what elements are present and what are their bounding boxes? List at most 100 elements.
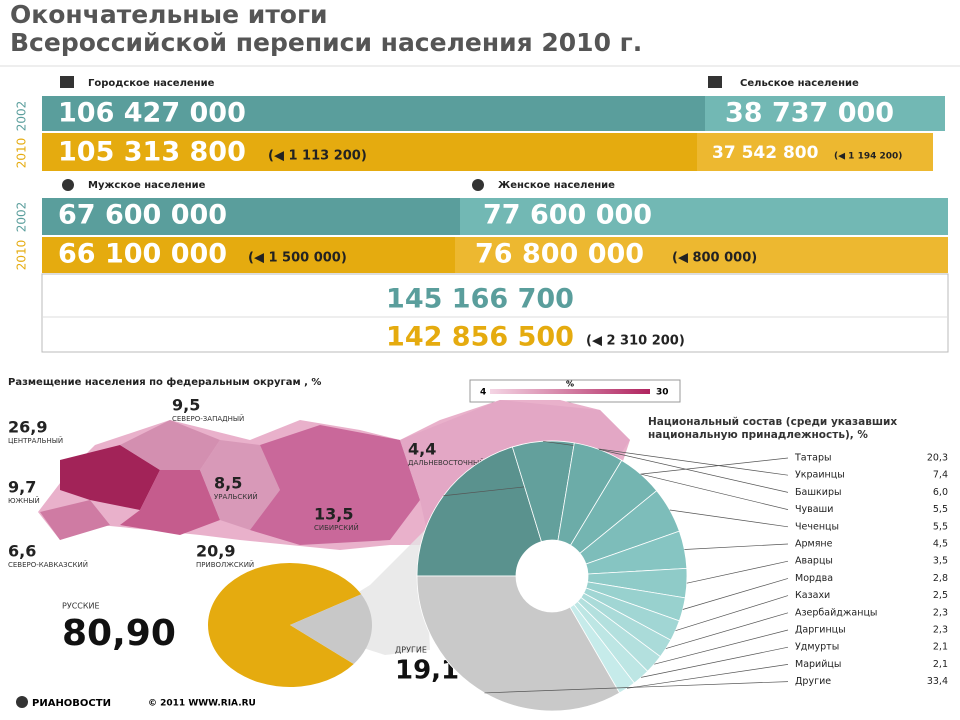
district [200,440,280,530]
label: Городское население [88,78,215,89]
donut-value-label: 2,1 [933,659,948,670]
title-line: Всероссийской переписи населения 2010 г. [10,28,642,57]
value: 67 600 000 [58,200,227,231]
donut-value-label: 2,3 [933,607,948,618]
value: 66 100 000 [58,239,227,270]
icon [472,179,484,191]
district-name: ПРИВОЛЖСКИЙ [196,560,254,569]
value: 37 542 800 [712,143,819,163]
year: 2002 [15,101,29,132]
donut-value-label: 2,8 [933,573,948,584]
map-title: Размещение населения по федеральным окру… [8,376,321,388]
leader-line [669,509,789,528]
district-value: 8,5 [214,474,242,493]
district [120,470,220,535]
district-value: 26,9 [8,418,47,437]
total-box [41,273,949,353]
logo: РИАНОВОСТИ [32,698,111,709]
value: 38 737 000 [725,98,894,129]
donut-value-label: 33,4 [927,676,948,687]
donut-category: Удмурты [795,642,839,653]
donut-value-label: 20,3 [927,453,948,464]
leader-line [654,629,789,665]
district-name: ЦЕНТРАЛЬНЫЙ [8,436,63,445]
value: 145 166 700 [386,284,574,315]
donut-category: Другие [795,676,831,687]
donut-category: Татары [794,453,832,464]
donut-category: Даргинцы [795,625,846,636]
district-value: 9,7 [8,478,36,497]
donut-category: Казахи [795,590,830,601]
bar [42,237,455,273]
district [60,445,160,510]
copyright: © 2011 WWW.RIA.RU [148,699,256,709]
donut-value-label: 5,5 [933,504,948,515]
donut-category: Чеченцы [795,521,839,532]
donut-category: Башкиры [795,487,841,498]
icon [62,179,74,191]
district [40,500,110,540]
icon [60,76,74,88]
district-name: СЕВЕРО-ЗАПАДНЫЙ [172,414,244,423]
district-name: ЮЖНЫЙ [8,496,40,505]
legend-label: % [566,380,574,389]
icon [708,76,722,88]
district-value: 6,6 [8,542,36,561]
donut-value-label: 5,5 [933,521,948,532]
bar [697,133,933,171]
leader-line [684,543,789,550]
title-line: Окончательные итоги [10,0,328,29]
year: 2010 [15,240,29,271]
donut-value-label: 6,0 [933,487,948,498]
donut-value-label: 7,4 [933,470,948,481]
change: (◀ 1 500 000) [248,251,347,266]
donut-value-label: 3,5 [933,556,948,567]
donut-category: Мордва [795,573,833,584]
donut-category: Марийцы [795,659,841,670]
donut-category: Украинцы [795,470,845,481]
district-value: 20,9 [196,542,235,561]
bar [455,237,948,273]
leader-line [682,578,789,610]
district-value: 9,5 [172,396,200,415]
donut-category: Армяне [795,539,833,550]
legend-gradient [490,389,650,394]
donut-value-label: 2,3 [933,625,948,636]
donut-value-label: 2,1 [933,642,948,653]
pie-category: РУССКИЕ [62,602,100,611]
bar [42,198,460,235]
district-value: 13,5 [314,505,353,524]
donut-segment [416,575,621,712]
label: Мужское население [88,180,206,191]
leader-line [675,595,789,632]
donut-category: Азербайджанцы [795,607,877,618]
pie-value-label: 80,90 [62,613,176,654]
district-name: СЕВЕРО-КАВКАЗСКИЙ [8,560,88,569]
value: 76 800 000 [475,239,644,270]
leader-line [686,560,789,584]
district [250,425,420,545]
change: (◀ 1 194 200) [834,152,902,162]
value: 77 600 000 [483,200,652,231]
bar [460,198,948,235]
leader-line [484,681,789,694]
change: (◀ 800 000) [672,251,757,266]
legend-label: 4 [480,388,486,398]
label: Женское население [498,180,615,191]
leader-line [665,612,789,649]
bar [705,96,945,131]
district [120,420,220,470]
change: (◀ 2 310 200) [586,334,685,349]
label: Сельское население [740,78,859,89]
donut-category: Чуваши [795,504,833,515]
change: (◀ 1 113 200) [268,149,367,164]
legend-label: 30 [656,388,669,398]
district-name: СИБИРСКИЙ [314,523,359,532]
district-name: УРАЛЬСКИЙ [214,492,258,501]
pie-slice [208,563,362,688]
donut-value-label: 4,5 [933,539,948,550]
district-name: ДАЛЬНЕВОСТОЧНЫЙ [408,458,484,467]
value: 105 313 800 [58,137,246,168]
